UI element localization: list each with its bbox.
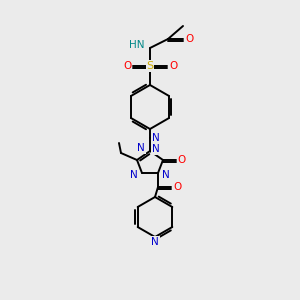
Text: N: N [130,170,138,180]
Text: S: S [146,61,154,71]
Text: O: O [173,182,181,192]
Text: N: N [162,170,170,180]
Text: N: N [137,143,145,153]
Text: O: O [178,155,186,165]
Text: O: O [169,61,177,71]
Text: N: N [152,133,160,143]
Text: HN: HN [130,40,145,50]
Text: N: N [151,237,159,247]
Text: O: O [186,34,194,44]
Text: O: O [123,61,131,71]
Text: N: N [152,144,160,154]
